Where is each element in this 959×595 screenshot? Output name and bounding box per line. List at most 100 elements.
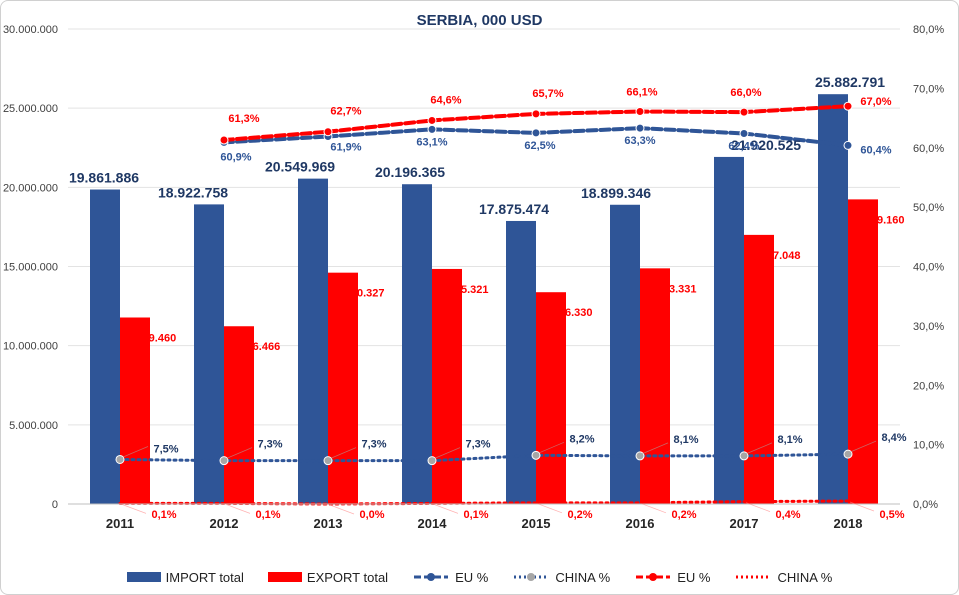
x-axis-tick-label: 2012 [210, 516, 239, 531]
legend-label: EU % [455, 569, 489, 585]
export-value-label: 13.376.330 [537, 307, 592, 319]
eu-export-marker [531, 109, 541, 119]
chart-title: SERBIA, 000 USD [416, 12, 543, 29]
bar-import [714, 156, 744, 504]
import-value-label: 21.920.525 [731, 137, 801, 153]
china-export-label: 0,1% [463, 509, 488, 521]
legend-label: CHINA % [777, 569, 833, 585]
right-axis-tick-label: 20,0% [913, 380, 944, 392]
right-axis-tick-label: 50,0% [913, 202, 944, 214]
eu-import-label: 62,4% [728, 141, 759, 153]
left-axis-tick-label: 15.000.000 [3, 262, 58, 274]
legend-line-swatch [736, 575, 771, 579]
china-import-marker [219, 456, 229, 466]
bar-export [536, 292, 566, 504]
china-import-label: 8,2% [569, 433, 594, 445]
legend: IMPORT total EXPORT total EU % CHINA % EU % C… [0, 566, 959, 588]
bar-import [298, 178, 328, 504]
eu-export-label: 65,7% [532, 88, 563, 100]
china-import-label: 8,4% [881, 432, 906, 444]
import-value-label: 17.875.474 [479, 201, 549, 217]
china-export-label: 0,5% [879, 509, 904, 521]
right-axis-tick-label: 80,0% [913, 24, 944, 36]
eu-import-marker [739, 129, 749, 138]
leader-line [121, 446, 149, 458]
left-axis-tick-label: 5.000.000 [9, 420, 58, 432]
eu-export-marker [427, 115, 437, 125]
legend-item: CHINA % [512, 570, 610, 585]
legend-label: IMPORT total [165, 569, 244, 585]
leader-line [745, 502, 771, 512]
grid-lines [68, 28, 900, 426]
leader-line [329, 447, 357, 460]
eu-export-label: 66,0% [730, 87, 761, 99]
lines [115, 101, 853, 506]
legend-item: EXPORT total [267, 569, 389, 585]
left-axis-tick-label: 25.000.000 [3, 103, 58, 115]
eu-export-marker [219, 135, 229, 145]
leader-line [121, 504, 147, 514]
bar-import [506, 220, 536, 504]
china-import-label: 7,3% [465, 439, 490, 451]
right-axis-tick-label: 10,0% [913, 440, 944, 452]
leader-line [641, 503, 667, 514]
leader-line [641, 442, 669, 455]
china-import-label: 7,5% [153, 443, 178, 455]
china-import-label: 8,1% [673, 434, 698, 446]
china-export-label: 0,1% [255, 509, 280, 521]
china-import-marker [635, 451, 645, 461]
eu-import-label: 62,5% [524, 140, 555, 152]
leader-line [225, 447, 253, 460]
bar-export [328, 272, 358, 504]
leader-line [745, 442, 773, 455]
x-axis-tick-label: 2011 [106, 516, 134, 531]
legend-label: CHINA % [555, 569, 611, 585]
left-axis-tick-label: 20.000.000 [3, 182, 58, 194]
bar-import [402, 184, 432, 504]
eu-import-label: 60,4% [860, 144, 891, 156]
export-value-label: 19.239.160 [849, 214, 904, 226]
chart-plot: 0 5.000.000 10.000.000 15.000.000 20.000.000… [3, 24, 944, 531]
export-value-label: 14.610.327 [329, 288, 384, 300]
legend-marker [649, 573, 658, 581]
leader-line [537, 441, 565, 454]
china-import-marker [843, 449, 853, 459]
legend-line-swatch [514, 573, 549, 581]
bar-export [640, 268, 670, 504]
import-value-label: 25.882.791 [815, 74, 885, 90]
bar-import [818, 94, 848, 504]
china-export-label: 0,2% [671, 509, 696, 521]
eu-import-label: 61,9% [330, 141, 361, 153]
x-axis-tick-label: 2015 [522, 516, 551, 531]
legend-item: EU % [412, 570, 488, 585]
data-labels: 19.861.886 11.779.460 18.922.758 11.226.466… [69, 74, 907, 521]
eu-import-label: 60,9% [220, 151, 251, 163]
legend-label: EXPORT total [306, 569, 389, 585]
legend-line-swatch [636, 573, 671, 581]
export-value-label: 16.997.048 [745, 250, 800, 262]
eu-import-label: 63,1% [416, 136, 447, 148]
left-axis-tick-label: 0 [52, 499, 58, 511]
right-axis-tick-label: 0,0% [913, 499, 938, 511]
left-axis-tick-label: 10.000.000 [3, 341, 58, 353]
china-import-marker [427, 456, 437, 466]
left-axis: 0 5.000.000 10.000.000 15.000.000 20.000.000… [3, 24, 58, 511]
x-axis: 2011 2012 2013 2014 2015 2016 2017 2018 [68, 503, 900, 531]
right-axis-tick-label: 70,0% [913, 83, 944, 95]
import-value-label: 18.899.346 [581, 185, 651, 201]
import-value-label: 20.196.365 [375, 164, 445, 180]
leader-line [225, 504, 251, 514]
china-export-label: 0,0% [359, 509, 384, 521]
legend-item: EU % [634, 570, 710, 585]
right-axis: 0,0% 10,0% 20,0% 30,0% 40,0% 50,0% 60,0% 70,0% 8… [913, 24, 944, 511]
legend-item: IMPORT total [126, 569, 244, 585]
legend-swatch [126, 572, 161, 582]
china-export-label: 0,2% [567, 509, 592, 521]
right-axis-tick-label: 60,0% [913, 143, 944, 155]
bar-export [224, 326, 254, 504]
china-import-label: 8,1% [777, 434, 802, 446]
legend-marker [427, 573, 436, 581]
eu-export-marker [323, 127, 333, 137]
leader-line [329, 504, 355, 515]
legend-swatch [267, 572, 302, 582]
